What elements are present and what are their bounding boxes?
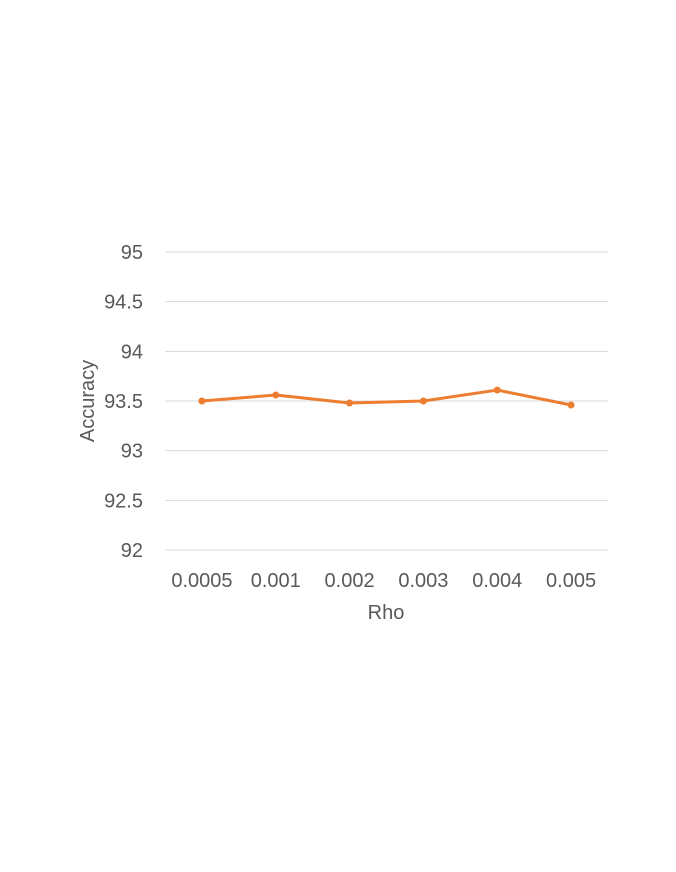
y-axis-tick-labels: 92 92.5 93 93.5 94 94.5 95 — [104, 242, 143, 562]
x-tick-label: 0.004 — [472, 570, 522, 592]
y-axis-title: Accuracy — [77, 360, 99, 442]
data-point — [567, 401, 575, 409]
x-tick-label: 0.003 — [398, 570, 448, 592]
y-tick-label: 92.5 — [104, 490, 143, 512]
y-tick-label: 95 — [121, 242, 143, 264]
x-tick-label: 0.002 — [325, 570, 375, 592]
y-tick-label: 92 — [121, 540, 143, 562]
data-point — [272, 391, 280, 399]
data-point — [346, 399, 354, 407]
y-tick-label: 93 — [121, 441, 143, 463]
data-point — [493, 386, 501, 394]
x-tick-label: 0.0005 — [171, 570, 232, 592]
gridlines — [165, 251, 608, 551]
data-point — [419, 397, 427, 405]
data-point — [198, 397, 206, 405]
series-line — [200, 388, 573, 407]
y-tick-label: 93.5 — [104, 391, 143, 413]
x-tick-label: 0.001 — [251, 570, 301, 592]
x-axis-title: Rho — [368, 602, 405, 624]
x-axis-tick-labels: 0.0005 0.001 0.002 0.003 0.004 0.005 — [171, 570, 596, 592]
series-layer — [198, 386, 575, 409]
y-tick-label: 94 — [121, 341, 143, 363]
y-tick-label: 94.5 — [104, 292, 143, 314]
x-tick-label: 0.005 — [546, 570, 596, 592]
